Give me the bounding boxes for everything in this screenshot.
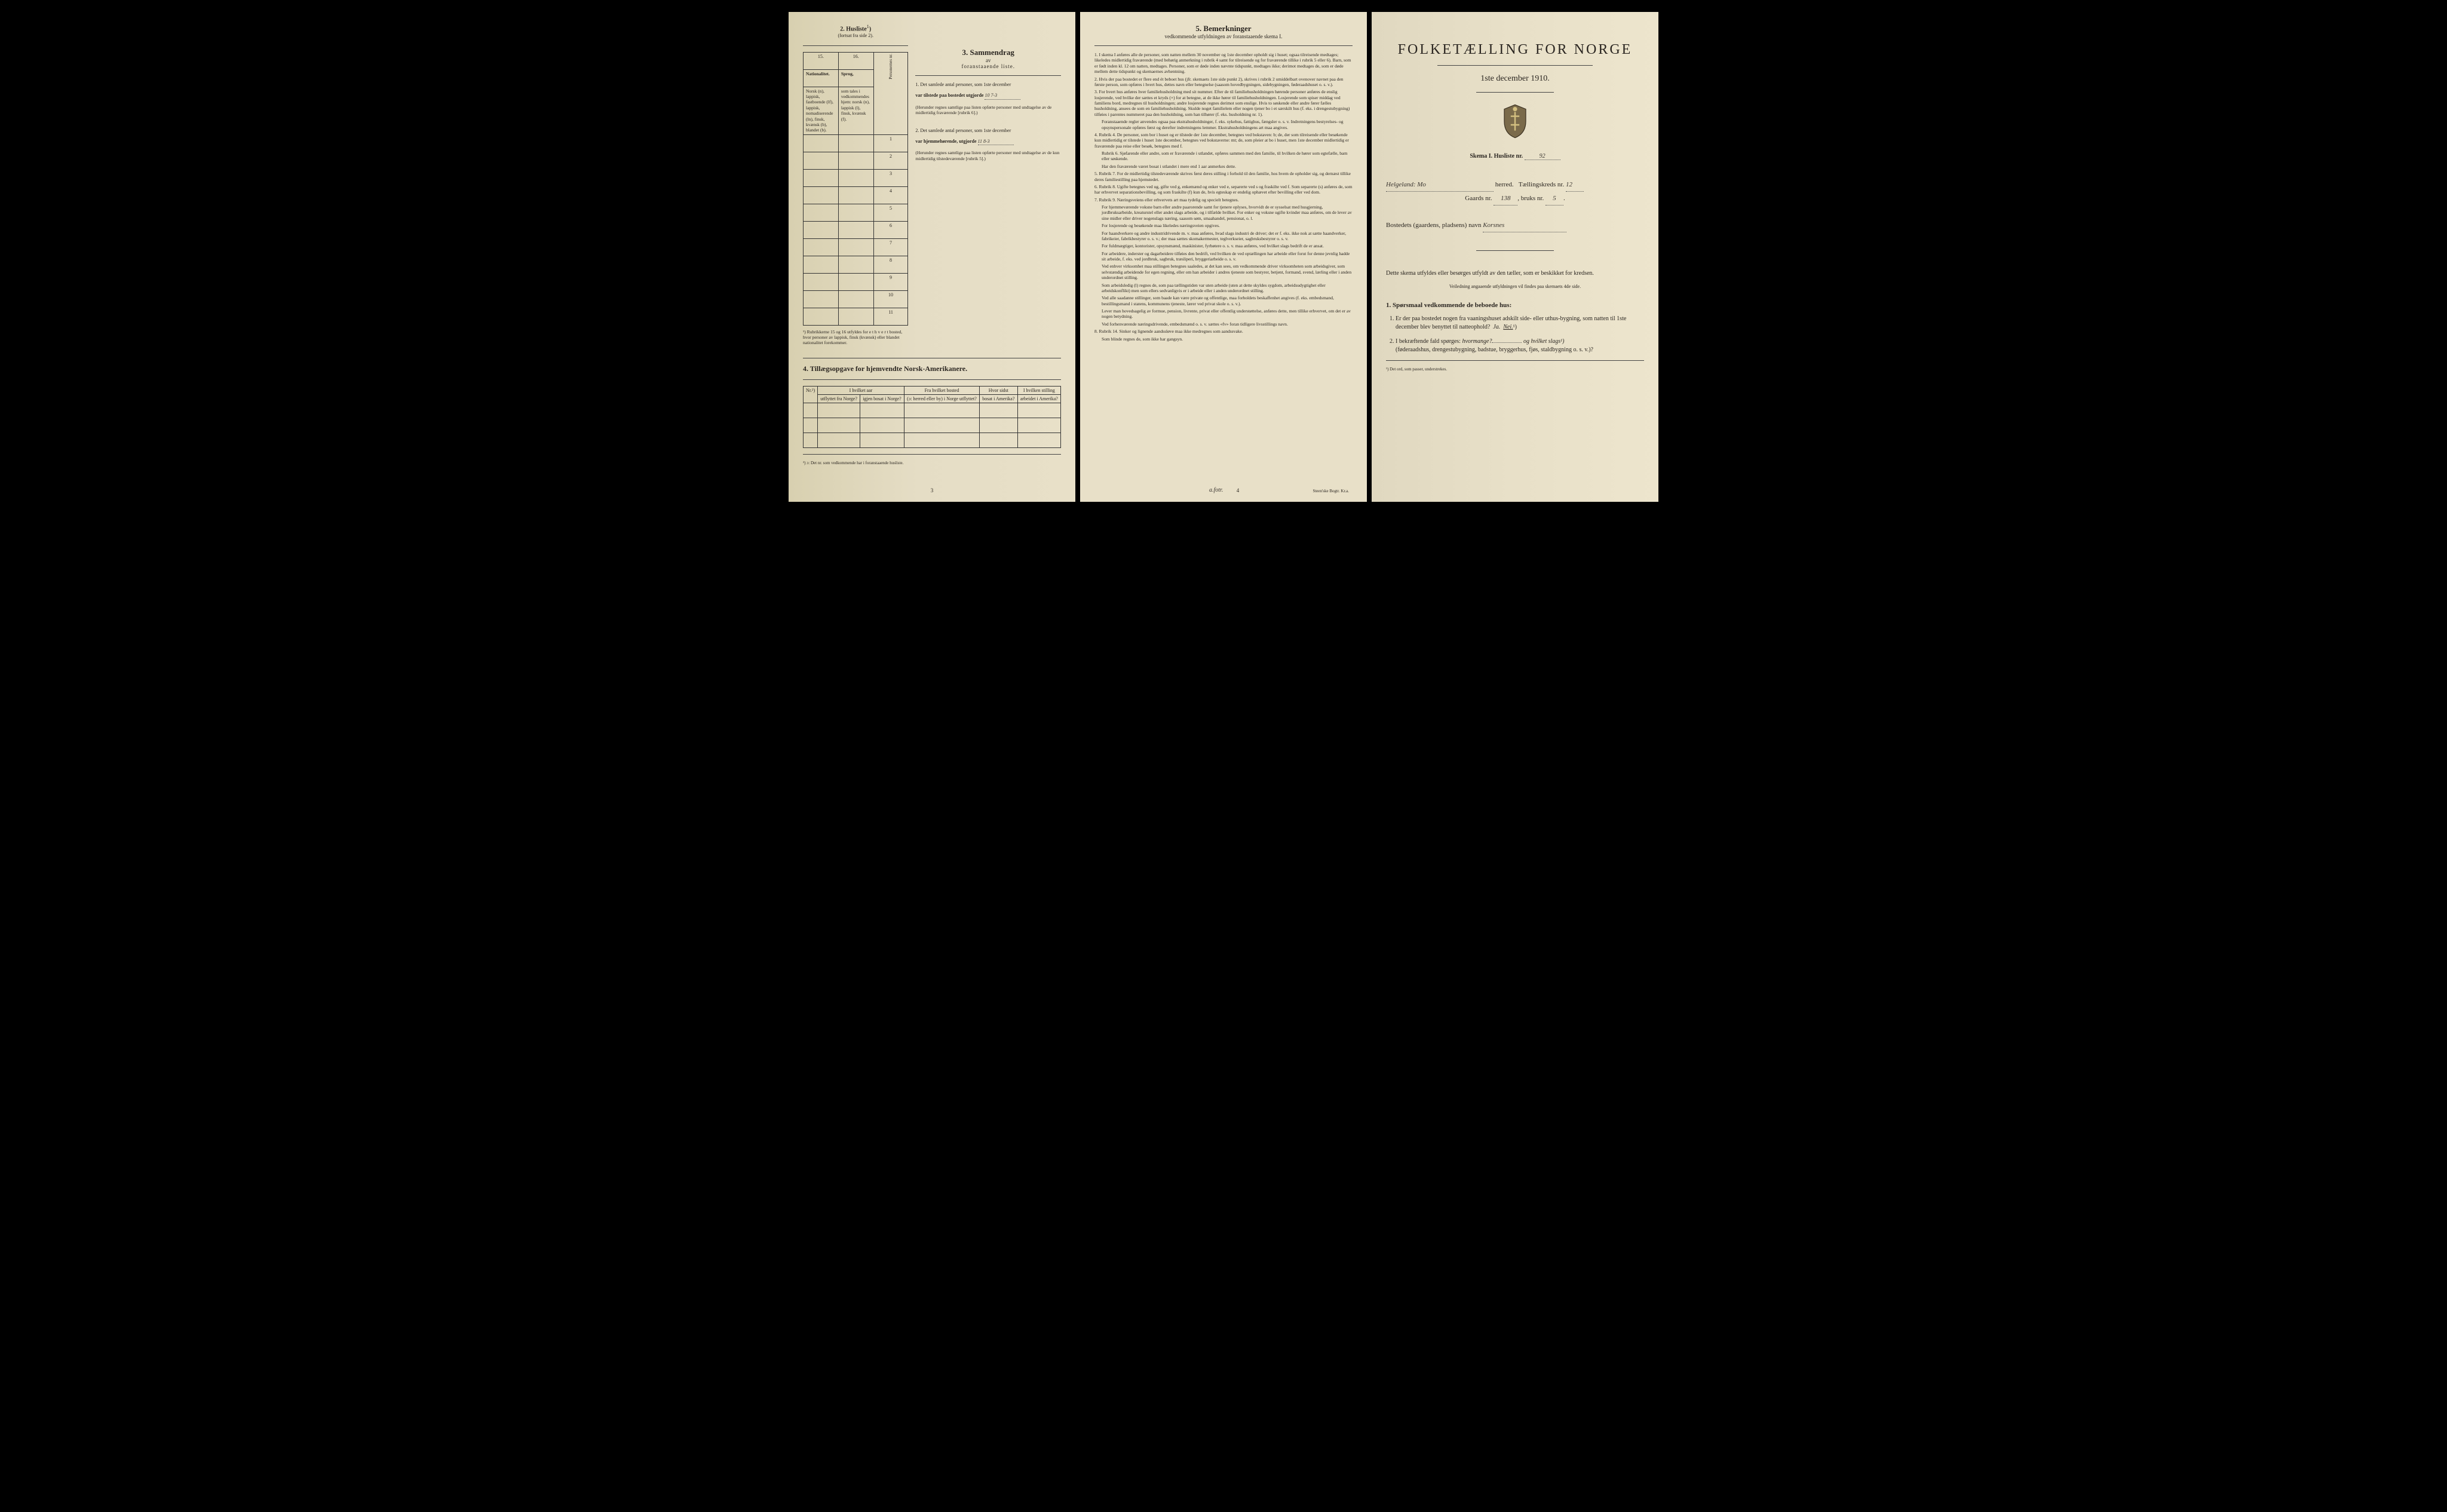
kreds-value: 12 xyxy=(1566,178,1584,192)
remarks-body: 1. I skema I anføres alle de personer, s… xyxy=(1094,52,1353,342)
emigrant-table: Nr.²) I hvilket aar Fra hvilket bosted H… xyxy=(803,386,1061,448)
emigrant-footnote: ²) ɔ: Det nr. som vedkommende har i fora… xyxy=(803,461,1061,465)
questions-title: 1. Spørsmaal vedkommende de beboede hus: xyxy=(1386,302,1511,309)
sammendrag-block: 3. Sammendrag av foranstaaende liste. 1.… xyxy=(915,24,1061,346)
printer-mark: Steen'ske Bogtr. Kr.a. xyxy=(1313,489,1349,493)
beskikket-text: Dette skema utfyldes eller besørges utfy… xyxy=(1386,269,1644,278)
right-panel: FOLKETÆLLING FOR NORGE 1ste december 191… xyxy=(1372,12,1658,502)
summary-2: 2. Det samlede antal personer, som 1ste … xyxy=(915,128,1061,134)
summary-1: 1. Det samlede antal personer, som 1ste … xyxy=(915,82,1061,88)
husliste-cont: (fortsat fra side 2). xyxy=(838,33,873,38)
question-1: Er der paa bostedet nogen fra vaaningshu… xyxy=(1396,315,1644,332)
middle-panel: 5. Bemerkninger vedkommende utfyldningen… xyxy=(1080,12,1367,502)
page-number: 3 xyxy=(931,487,934,493)
nat-header: Nationalitet. xyxy=(804,69,839,87)
sprog-header: Sprog, xyxy=(838,69,873,87)
question-2: I bekræftende fald spørges: hvormange? o… xyxy=(1396,338,1644,354)
herred-value: Helgeland: Mo xyxy=(1386,178,1494,192)
husliste-block: 2. Husliste1) (fortsat fra side 2). 15. … xyxy=(803,24,908,346)
sammendrag-title: 3. Sammendrag xyxy=(915,48,1061,57)
husliste-table: 15. 16. Personernes nr. Nationalitet. Sp… xyxy=(803,52,908,326)
bruk-value: 5 xyxy=(1546,192,1563,206)
answer-nei: Nei. xyxy=(1503,324,1513,330)
bosted-value: Korsnes xyxy=(1483,219,1566,232)
main-title: FOLKETÆLLING FOR NORGE xyxy=(1386,42,1644,58)
page-number: 4 xyxy=(1237,487,1240,493)
census-date: 1ste december 1910. xyxy=(1386,74,1644,84)
gaard-value: 138 xyxy=(1494,192,1517,206)
right-footnote: ¹) Det ord, som passer, understrekes. xyxy=(1386,367,1644,372)
emigrant-title: 4. Tillægsopgave for hjemvendte Norsk-Am… xyxy=(803,364,1061,373)
summary-1-value: 10 7-3 xyxy=(985,93,1020,99)
husliste-nr-value: 92 xyxy=(1525,153,1560,160)
left-panel: 2. Husliste1) (fortsat fra side 2). 15. … xyxy=(789,12,1075,502)
rubrik-footnote: ¹) Rubrikkerne 15 og 16 utfyldes for e t… xyxy=(803,329,908,346)
veiledning-text: Veiledning angaaende utfyldningen vil fi… xyxy=(1386,284,1644,290)
questions-list: Er der paa bostedet nogen fra vaaningshu… xyxy=(1386,315,1644,354)
remarks-title: 5. Bemerkninger xyxy=(1094,24,1353,33)
coat-of-arms-icon xyxy=(1386,103,1644,141)
signature: a.fotr. xyxy=(1209,487,1223,493)
skema-label: Skema I. Husliste nr. xyxy=(1470,153,1523,160)
husliste-header: 2. Husliste xyxy=(840,26,866,32)
summary-2-value: 11 8-3 xyxy=(978,139,1014,145)
